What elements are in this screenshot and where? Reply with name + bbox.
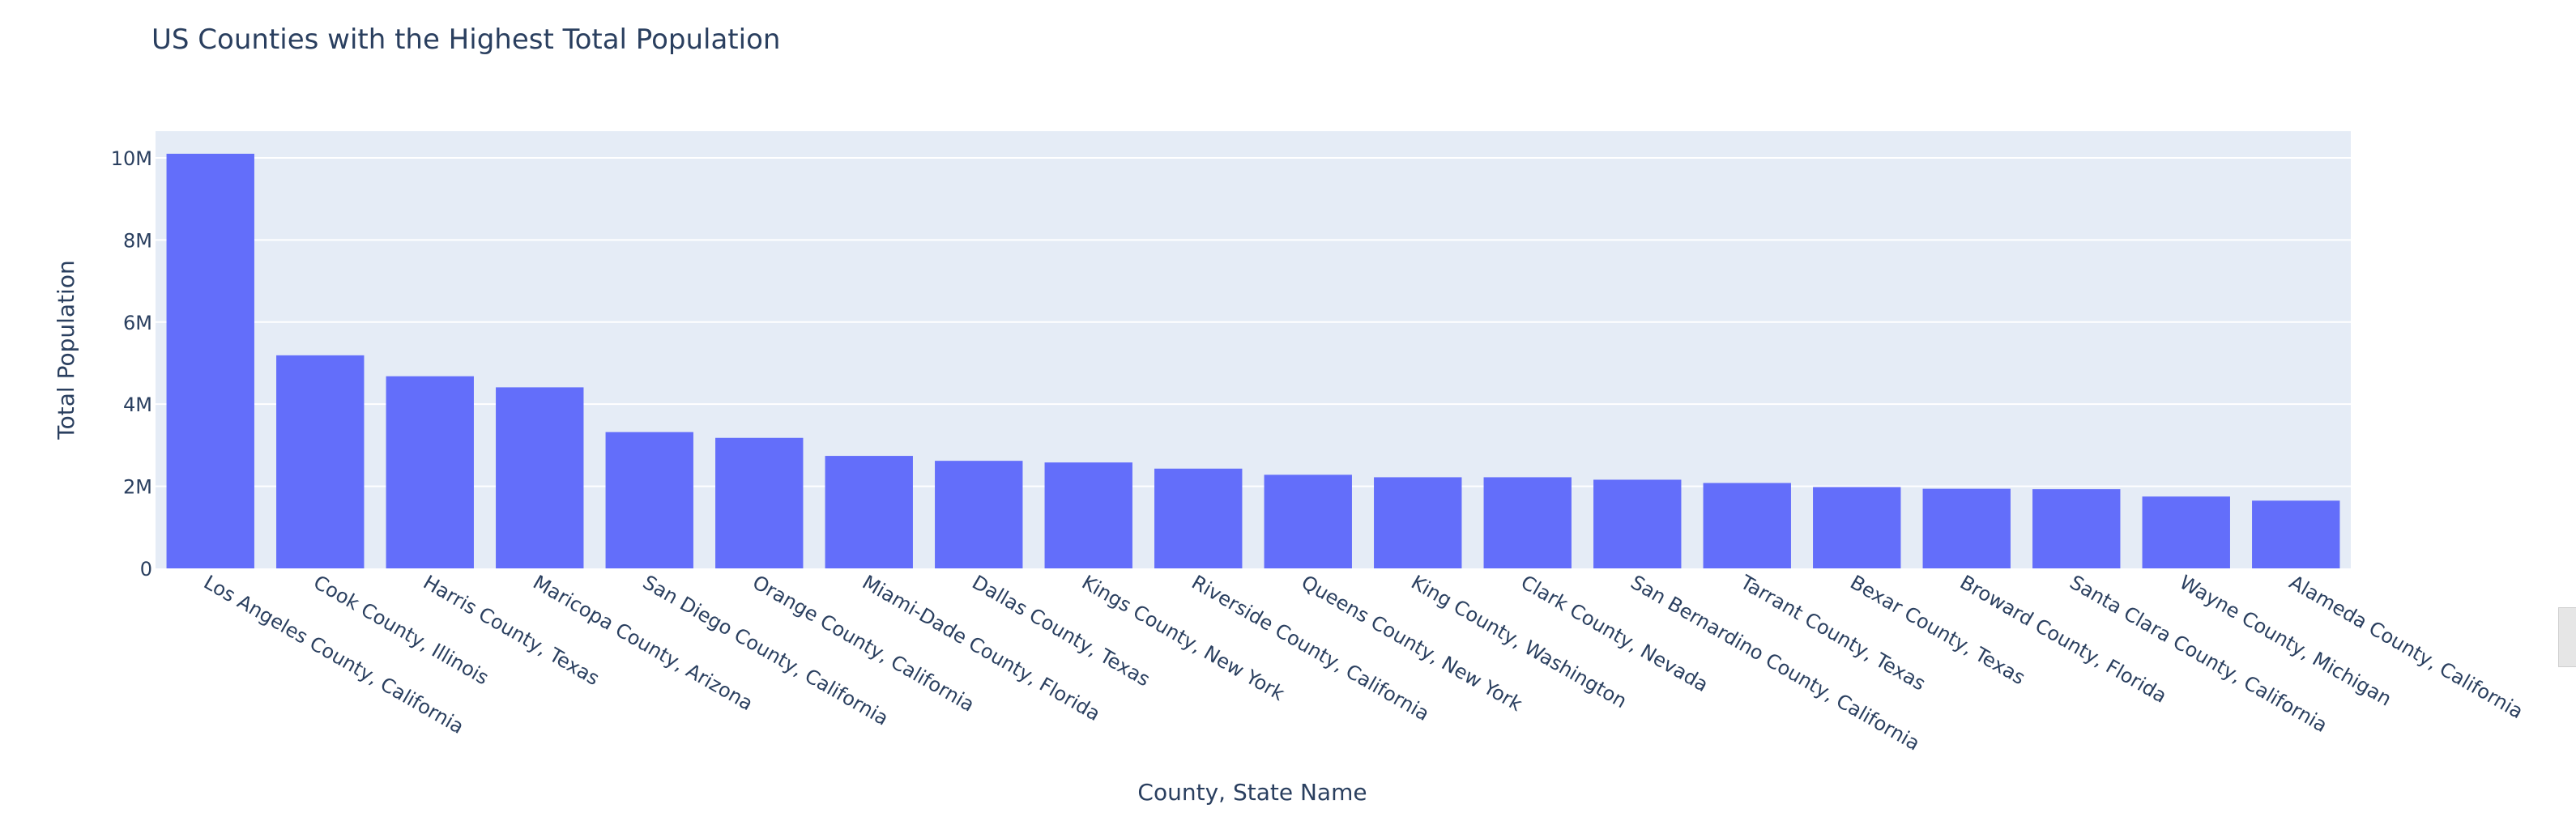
y-tick-label: 0	[140, 558, 152, 581]
x-tick-label: Harris County, Texas	[420, 571, 603, 690]
chart-title: US Counties with the Highest Total Popul…	[151, 23, 780, 56]
x-tick-label: Bexar County, Texas	[1846, 571, 2029, 689]
bar[interactable]	[1922, 488, 2011, 568]
bar[interactable]	[1813, 487, 1901, 568]
x-axis-title: County, State Name	[1137, 779, 1367, 806]
bar[interactable]	[386, 376, 474, 568]
y-tick-label: 2M	[123, 476, 152, 499]
x-tick-label: Kings County, New York	[1078, 571, 1289, 705]
bar[interactable]	[1044, 462, 1132, 568]
bar[interactable]	[1264, 474, 1352, 568]
y-tick-label: 10M	[111, 147, 152, 170]
bar[interactable]	[605, 432, 693, 568]
plot-area	[156, 131, 2351, 568]
bar[interactable]	[496, 387, 584, 568]
bar[interactable]	[1154, 468, 1243, 568]
x-tick-label: Wayne County, Michigan	[2176, 571, 2395, 711]
x-tick-label: Cook County, Illinois	[309, 571, 493, 690]
x-tick-label: Broward County, Florida	[1956, 571, 2171, 708]
bar[interactable]	[2252, 500, 2340, 568]
bar[interactable]	[825, 456, 913, 568]
x-tick-label: Clark County, Nevada	[1517, 571, 1712, 696]
bar[interactable]	[166, 153, 254, 568]
bar[interactable]	[2032, 489, 2121, 568]
bar[interactable]	[935, 461, 1023, 568]
bar[interactable]	[2142, 496, 2230, 568]
y-tick-label: 6M	[123, 312, 152, 334]
bar[interactable]	[1483, 477, 1572, 568]
bar[interactable]	[1374, 477, 1462, 568]
x-tick-label: Tarrant County, Texas	[1736, 570, 1930, 695]
scroll-handle[interactable]	[2558, 607, 2576, 667]
bar[interactable]	[1593, 479, 1682, 568]
y-axis-ticks: 0 2M 4M 6M 8M 10M	[111, 147, 152, 581]
bar[interactable]	[715, 437, 804, 568]
x-tick-label: Alameda County, California	[2285, 571, 2527, 723]
x-tick-label: Dallas County, Texas	[968, 571, 1154, 691]
y-tick-label: 4M	[123, 393, 152, 416]
bar[interactable]	[1703, 483, 1791, 568]
bars	[166, 153, 2340, 568]
bar[interactable]	[276, 355, 365, 568]
y-tick-label: 8M	[123, 229, 152, 252]
y-axis-title: Total Population	[53, 260, 79, 440]
